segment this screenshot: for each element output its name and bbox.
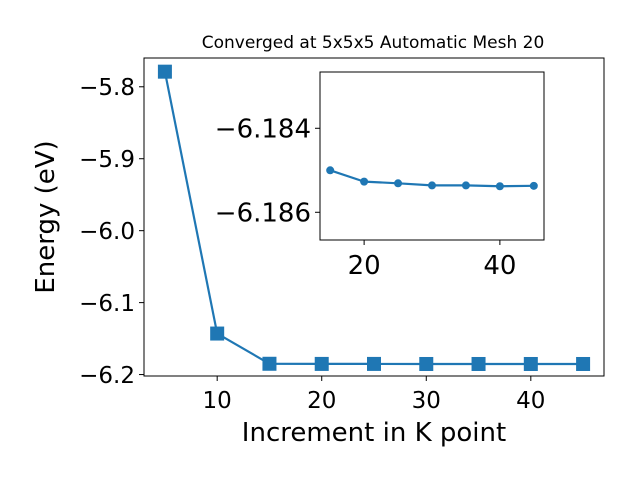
main-data-point: [314, 356, 329, 371]
inset-data-point: [360, 177, 369, 186]
main-y-tick-label: −5.9: [79, 147, 135, 173]
main-y-tick-label: −6.1: [79, 291, 135, 317]
main-data-point: [262, 356, 277, 371]
main-x-axis-label: Increment in K point: [242, 418, 506, 448]
inset-data-series: [326, 166, 538, 191]
main-data-point: [157, 64, 172, 79]
main-data-point: [367, 356, 381, 371]
inset-background: [320, 72, 544, 240]
inset-data-point: [495, 182, 504, 191]
inset-data-point: [428, 181, 436, 190]
main-data-point: [576, 356, 591, 371]
main-data-point: [471, 356, 486, 371]
inset-data-point: [394, 179, 403, 188]
main-y-tick-label: −5.8: [79, 75, 135, 101]
inset-y-tick-label: −6.184: [215, 115, 311, 145]
inset-x-tick-label: 40: [483, 251, 516, 281]
main-x-tick-label: 30: [412, 388, 441, 414]
main-x-tick-label: 20: [307, 388, 336, 414]
inset-data-point: [326, 166, 335, 175]
inset-axis-ticks: 20 40 −6.186 −6.184: [215, 115, 517, 281]
inset-data-point: [461, 181, 470, 190]
inset-x-tick-label: 20: [348, 251, 381, 281]
main-plot-frame: [143, 57, 605, 377]
inset-y-tick-label: −6.186: [215, 199, 311, 229]
main-y-tick-label: −6.2: [79, 363, 135, 389]
main-x-tick-label: 40: [516, 388, 545, 414]
main-data-point: [523, 356, 538, 371]
main-data-point: [419, 356, 434, 371]
main-x-tick-label: 10: [203, 388, 232, 414]
inset-plot-frame: [319, 71, 545, 241]
main-data-point: [210, 326, 225, 341]
main-y-axis-label: Energy (eV): [31, 140, 61, 293]
inset-chart: 20 40 −6.186 −6.184: [215, 71, 545, 281]
main-chart-title: Converged at 5x5x5 Automatic Mesh 20: [202, 33, 545, 53]
main-data-series: [157, 64, 591, 371]
main-axis-ticks: 10 20 30 40 −5.8 −5.9 −6.0 −6.1 −6.2: [79, 75, 545, 414]
main-y-tick-label: −6.0: [79, 219, 135, 245]
inset-data-point: [529, 181, 538, 190]
main-chart: Converged at 5x5x5 Automatic Mesh 20 10 2…: [31, 33, 605, 448]
